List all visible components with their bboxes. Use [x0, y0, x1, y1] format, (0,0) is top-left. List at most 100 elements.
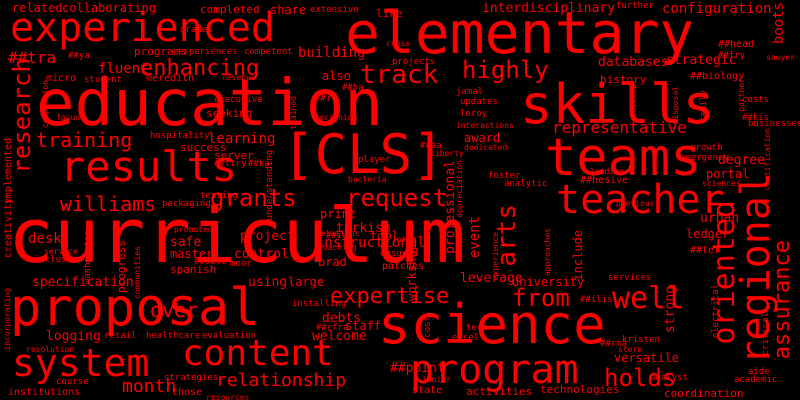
cloud-word: academic — [734, 375, 778, 385]
cloud-word: databases — [598, 55, 669, 70]
cloud-word: configuration — [662, 1, 772, 17]
cloud-word: ##head — [718, 39, 755, 50]
cloud-word: building — [298, 45, 366, 61]
cloud-word: holds — [604, 364, 677, 392]
cloud-word: incorporating — [3, 288, 12, 351]
cloud-word: staff — [345, 319, 382, 333]
cloud-word: curriculum — [8, 191, 466, 280]
cloud-word: ##hesive — [580, 175, 629, 186]
cloud-word: electrical — [711, 284, 721, 339]
cloud-word: server — [214, 149, 254, 162]
cloud-word: resources — [206, 393, 250, 400]
cloud-word: experiences — [178, 47, 238, 57]
cloud-word: understanding — [265, 150, 275, 221]
cloud-word: appreciation — [455, 160, 464, 218]
cloud-word: skills — [520, 73, 716, 136]
cloud-word: cost — [423, 316, 433, 338]
cloud-word: trained — [289, 96, 298, 130]
cloud-word: family — [699, 90, 709, 123]
cloud-word: service — [44, 247, 78, 256]
cloud-word: those — [172, 387, 203, 398]
cloud-word: testing — [200, 191, 238, 201]
cloud-word: completed — [200, 3, 260, 16]
cloud-word: share — [270, 3, 307, 17]
cloud-word: ensured — [380, 249, 418, 259]
cloud-word: desk — [28, 231, 62, 247]
cloud-word: brad — [318, 255, 347, 269]
cloud-word: jamal — [456, 87, 484, 97]
cloud-word: coaching — [318, 243, 357, 252]
cloud-word: fluent — [98, 61, 149, 77]
cloud-word: implemented — [3, 138, 14, 205]
cloud-word: grades — [180, 25, 213, 35]
cloud-word: develop — [629, 84, 638, 118]
cloud-word: leroy — [460, 109, 488, 119]
cloud-word: services — [608, 273, 652, 283]
cloud-word: critical — [761, 312, 771, 356]
cloud-word: large — [288, 275, 325, 289]
cloud-word: success — [180, 141, 227, 154]
cloud-word: ##ya — [68, 51, 90, 61]
cloud-word: results — [60, 142, 238, 191]
cloud-word: student — [84, 75, 122, 85]
cloud-word: teams — [545, 128, 702, 188]
cloud-word: junior — [422, 375, 451, 384]
cloud-word: partner — [737, 78, 746, 112]
cloud-word: print — [320, 207, 357, 221]
cloud-word: programs — [134, 45, 187, 58]
cloud-word: spanish — [170, 263, 217, 276]
cloud-word: specification — [32, 275, 134, 290]
cloud-word: ##ru — [314, 93, 339, 104]
cloud-word: grants — [210, 184, 297, 212]
cloud-word: assurance — [770, 240, 795, 360]
cloud-word: inclusion — [34, 255, 83, 265]
cloud-word: program — [410, 347, 579, 393]
cloud-word: dedicated — [464, 143, 508, 152]
cloud-word: promoted — [174, 225, 213, 234]
cloud-word: resolution — [26, 345, 75, 354]
cloud-word: relationship — [216, 370, 347, 391]
cloud-word: event — [467, 216, 483, 259]
cloud-word: player — [358, 155, 391, 165]
cloud-word: sciences — [702, 179, 741, 188]
cloud-word: inter — [392, 235, 417, 244]
cloud-word: interactions — [456, 121, 514, 130]
cloud-word: ##biology — [690, 71, 745, 82]
cloud-word: portal — [706, 167, 750, 181]
cloud-word: over — [150, 298, 199, 322]
cloud-word: control — [234, 247, 289, 262]
cloud-word: ##ial — [326, 231, 354, 241]
cloud-word: store — [618, 345, 643, 354]
cloud-word: representative — [552, 118, 687, 137]
cloud-word: relations — [316, 229, 360, 238]
cloud-word: expertise — [330, 284, 450, 309]
cloud-word: bacteria — [348, 175, 387, 184]
cloud-word: disposal — [671, 86, 680, 125]
cloud-word: excel — [452, 333, 480, 343]
cloud-word: like — [376, 7, 403, 20]
cloud-word: university — [512, 275, 585, 289]
cloud-word: ##able — [194, 257, 227, 267]
cloud-word: project — [240, 229, 295, 244]
cloud-word: tool — [370, 229, 399, 243]
cloud-word: evaluation — [202, 331, 257, 341]
cloud-word: moor — [230, 259, 252, 269]
cloud-word: track — [360, 60, 439, 90]
cloud-word: revenue — [222, 73, 256, 82]
cloud-word: ##point — [390, 361, 445, 376]
cloud-word: meredith — [146, 73, 195, 84]
cloud-word: strategic — [666, 53, 737, 68]
cloud-word: seeking — [206, 107, 253, 120]
cloud-word: science — [378, 293, 606, 356]
cloud-word: coordination — [664, 387, 744, 400]
cloud-word: strong — [663, 286, 678, 333]
cloud-word: ##ttry — [214, 159, 247, 169]
cloud-word: costs — [742, 95, 770, 105]
cloud-word: month — [122, 376, 177, 397]
cloud-word: projects — [392, 57, 436, 67]
cloud-word: logging — [46, 329, 101, 344]
cloud-word: well — [612, 281, 685, 316]
cloud-word: leverage — [460, 271, 523, 286]
cloud-word: collaborating — [62, 1, 156, 15]
cloud-word: ##rfra — [316, 323, 349, 333]
